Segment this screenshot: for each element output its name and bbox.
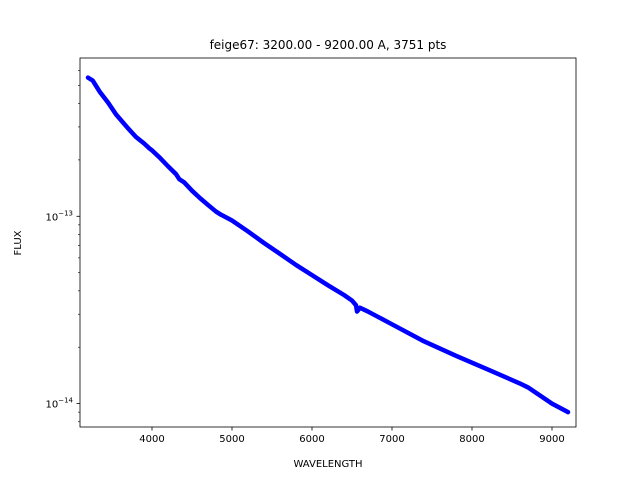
plot-frame bbox=[79, 57, 577, 428]
x-axis-label: WAVELENGTH bbox=[293, 459, 362, 470]
x-axis: 4000 5000 6000 7000 8000 9000 bbox=[139, 427, 565, 445]
y-axis: 10−13 10−14 bbox=[45, 70, 80, 423]
spectrum-series-line bbox=[85, 75, 571, 415]
y-axis-label: FLUX bbox=[13, 230, 24, 255]
chart-title: feige67: 3200.00 - 9200.00 A, 3751 pts bbox=[210, 38, 447, 52]
plot-area bbox=[85, 75, 571, 415]
x-tick-label: 6000 bbox=[299, 434, 324, 445]
x-tick-label: 9000 bbox=[539, 434, 564, 445]
x-tick-label: 4000 bbox=[139, 434, 164, 445]
x-tick-label: 5000 bbox=[219, 434, 244, 445]
x-tick-label: 8000 bbox=[459, 434, 484, 445]
y-tick-label: 10−13 bbox=[45, 209, 73, 223]
y-tick-label: 10−14 bbox=[45, 397, 73, 411]
x-tick-label: 7000 bbox=[379, 434, 404, 445]
